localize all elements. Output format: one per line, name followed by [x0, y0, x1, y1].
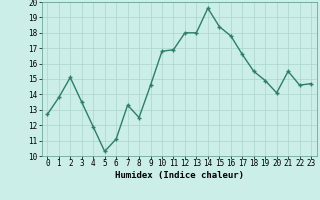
X-axis label: Humidex (Indice chaleur): Humidex (Indice chaleur)	[115, 171, 244, 180]
